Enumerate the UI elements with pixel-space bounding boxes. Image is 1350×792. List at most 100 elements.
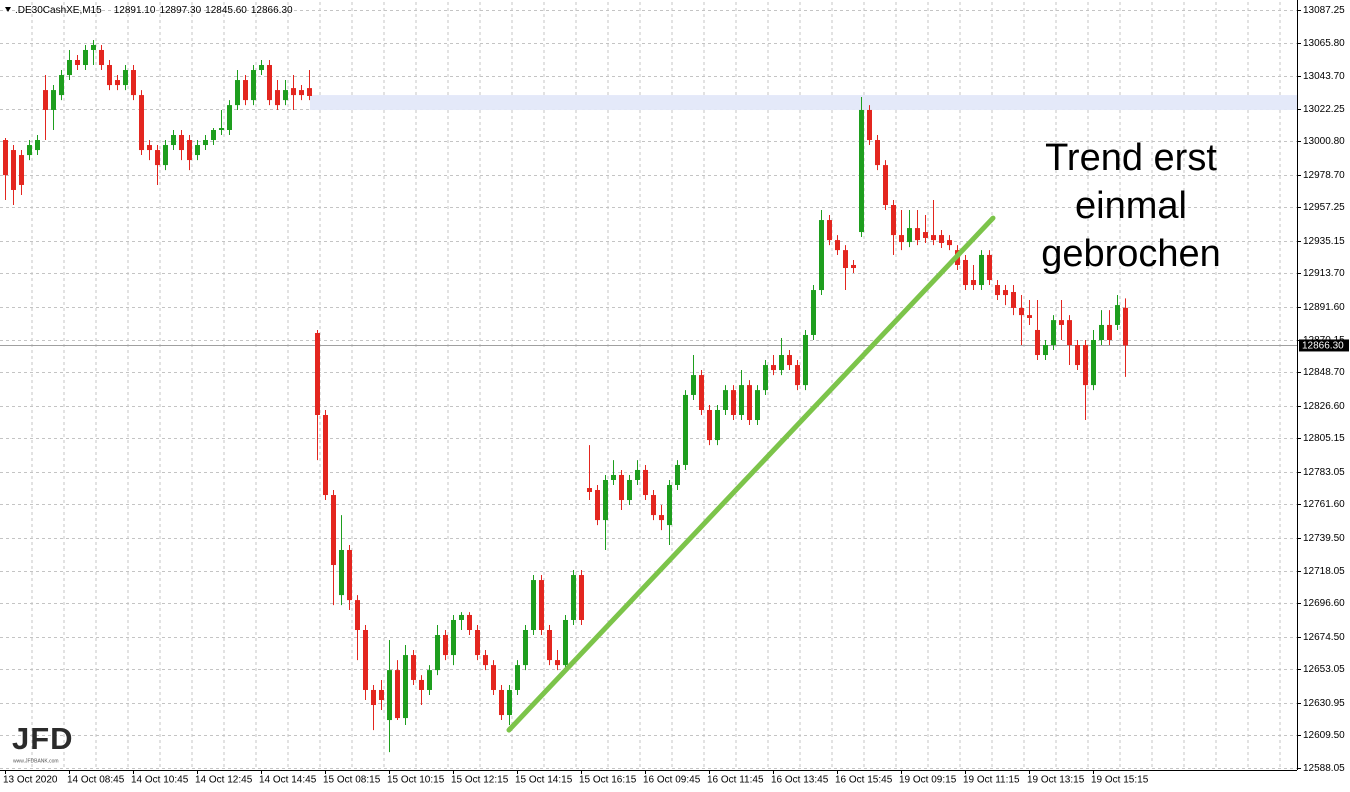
candle-body bbox=[507, 689, 512, 716]
candle-body bbox=[515, 665, 520, 690]
candle-body bbox=[11, 150, 16, 190]
candle-body bbox=[243, 80, 248, 101]
y-tick-label: 12718.05 bbox=[1303, 566, 1345, 577]
candle-body bbox=[579, 575, 584, 620]
candle-body bbox=[115, 80, 120, 86]
candle-body bbox=[91, 44, 96, 50]
candle-body bbox=[59, 75, 64, 96]
candle-body bbox=[595, 490, 600, 521]
candle-body bbox=[147, 145, 152, 151]
y-tick-label: 13087.25 bbox=[1303, 5, 1345, 16]
candle-body bbox=[19, 155, 24, 185]
candle-body bbox=[835, 240, 840, 251]
candle-body bbox=[651, 495, 656, 516]
candle-body bbox=[907, 228, 912, 243]
candle-body bbox=[939, 235, 944, 243]
header-ohlc: 12891.10 bbox=[114, 5, 156, 16]
candle-body bbox=[467, 614, 472, 631]
candle-body bbox=[267, 65, 272, 101]
candle-body bbox=[187, 140, 192, 161]
candle-body bbox=[707, 409, 712, 441]
candle-body bbox=[731, 390, 736, 416]
candle-body bbox=[795, 365, 800, 386]
x-tick-label: 19 Oct 13:15 bbox=[1027, 775, 1085, 786]
x-tick-label: 14 Oct 10:45 bbox=[131, 775, 189, 786]
candle-body bbox=[195, 145, 200, 156]
x-tick-label: 15 Oct 10:15 bbox=[387, 775, 445, 786]
candle-body bbox=[899, 235, 904, 243]
candle-body bbox=[1027, 315, 1032, 318]
y-tick-label: 12739.50 bbox=[1303, 533, 1345, 544]
x-tick-label: 13 Oct 2020 bbox=[3, 775, 58, 786]
candle-body bbox=[763, 365, 768, 391]
y-tick-label: 13043.70 bbox=[1303, 71, 1345, 82]
candle-body bbox=[667, 484, 672, 526]
candle-body bbox=[611, 474, 616, 480]
x-tick-label: 14 Oct 12:45 bbox=[195, 775, 253, 786]
candle-body bbox=[971, 280, 976, 286]
candle-body bbox=[211, 130, 216, 141]
candle-body bbox=[27, 145, 32, 156]
candle-body bbox=[1067, 320, 1072, 346]
candle-body bbox=[995, 285, 1000, 296]
candle-body bbox=[451, 619, 456, 656]
candle-body bbox=[555, 660, 560, 666]
candle-body bbox=[163, 145, 168, 166]
logo-url: www.JFDBANK.com bbox=[13, 758, 59, 764]
candle-body bbox=[1035, 329, 1040, 356]
candle-body bbox=[1083, 345, 1088, 386]
candle-body bbox=[259, 65, 264, 71]
candle-body bbox=[51, 90, 56, 110]
y-tick-label: 12957.25 bbox=[1303, 202, 1345, 213]
candle-body bbox=[275, 90, 280, 106]
candle-body bbox=[659, 515, 664, 521]
candle-body bbox=[203, 140, 208, 146]
candle-body bbox=[107, 65, 112, 86]
candle-body bbox=[347, 549, 352, 601]
y-tick-label: 12609.50 bbox=[1303, 730, 1345, 741]
candle-body bbox=[491, 665, 496, 690]
y-tick-label: 12696.60 bbox=[1303, 598, 1345, 609]
candle-body bbox=[603, 479, 608, 521]
candle-body bbox=[675, 464, 680, 485]
candle-body bbox=[1115, 305, 1120, 325]
candle-body bbox=[43, 90, 48, 110]
candle-body bbox=[459, 614, 464, 620]
candle-body bbox=[723, 390, 728, 410]
candle-body bbox=[1051, 320, 1056, 346]
candle-body bbox=[803, 334, 808, 386]
candle-body bbox=[1059, 320, 1064, 325]
candle-body bbox=[1011, 292, 1016, 308]
candle-body bbox=[699, 375, 704, 410]
candle-body bbox=[643, 469, 648, 496]
candle-body bbox=[523, 630, 528, 666]
candle-body bbox=[979, 254, 984, 286]
y-tick-label: 12891.60 bbox=[1303, 302, 1345, 313]
candle-body bbox=[1075, 345, 1080, 366]
candle-body bbox=[123, 70, 128, 86]
y-tick-label: 12826.60 bbox=[1303, 401, 1345, 412]
y-tick-label: 12761.60 bbox=[1303, 499, 1345, 510]
y-tick-label: 12935.15 bbox=[1303, 236, 1345, 247]
candle-body bbox=[915, 228, 920, 241]
candle-body bbox=[1123, 307, 1128, 346]
y-tick-label: 12913.70 bbox=[1303, 268, 1345, 279]
candle-body bbox=[747, 385, 752, 421]
candle-body bbox=[83, 49, 88, 66]
candle-body bbox=[171, 135, 176, 146]
candle-body bbox=[339, 549, 344, 596]
header: .DE30CashXE,M15 12891.10 12897.30 12845.60 1… bbox=[15, 5, 293, 16]
candle-body bbox=[987, 254, 992, 281]
candle-body bbox=[363, 630, 368, 690]
candle-body bbox=[571, 575, 576, 620]
candle-body bbox=[435, 635, 440, 671]
x-tick-label: 15 Oct 14:15 bbox=[515, 775, 573, 786]
candle-body bbox=[371, 689, 376, 706]
y-tick-label: 12674.50 bbox=[1303, 632, 1345, 643]
x-tick-label: 14 Oct 08:45 bbox=[67, 775, 125, 786]
candle-body bbox=[771, 365, 776, 371]
candle-body bbox=[219, 128, 224, 130]
candle-body bbox=[323, 415, 328, 496]
